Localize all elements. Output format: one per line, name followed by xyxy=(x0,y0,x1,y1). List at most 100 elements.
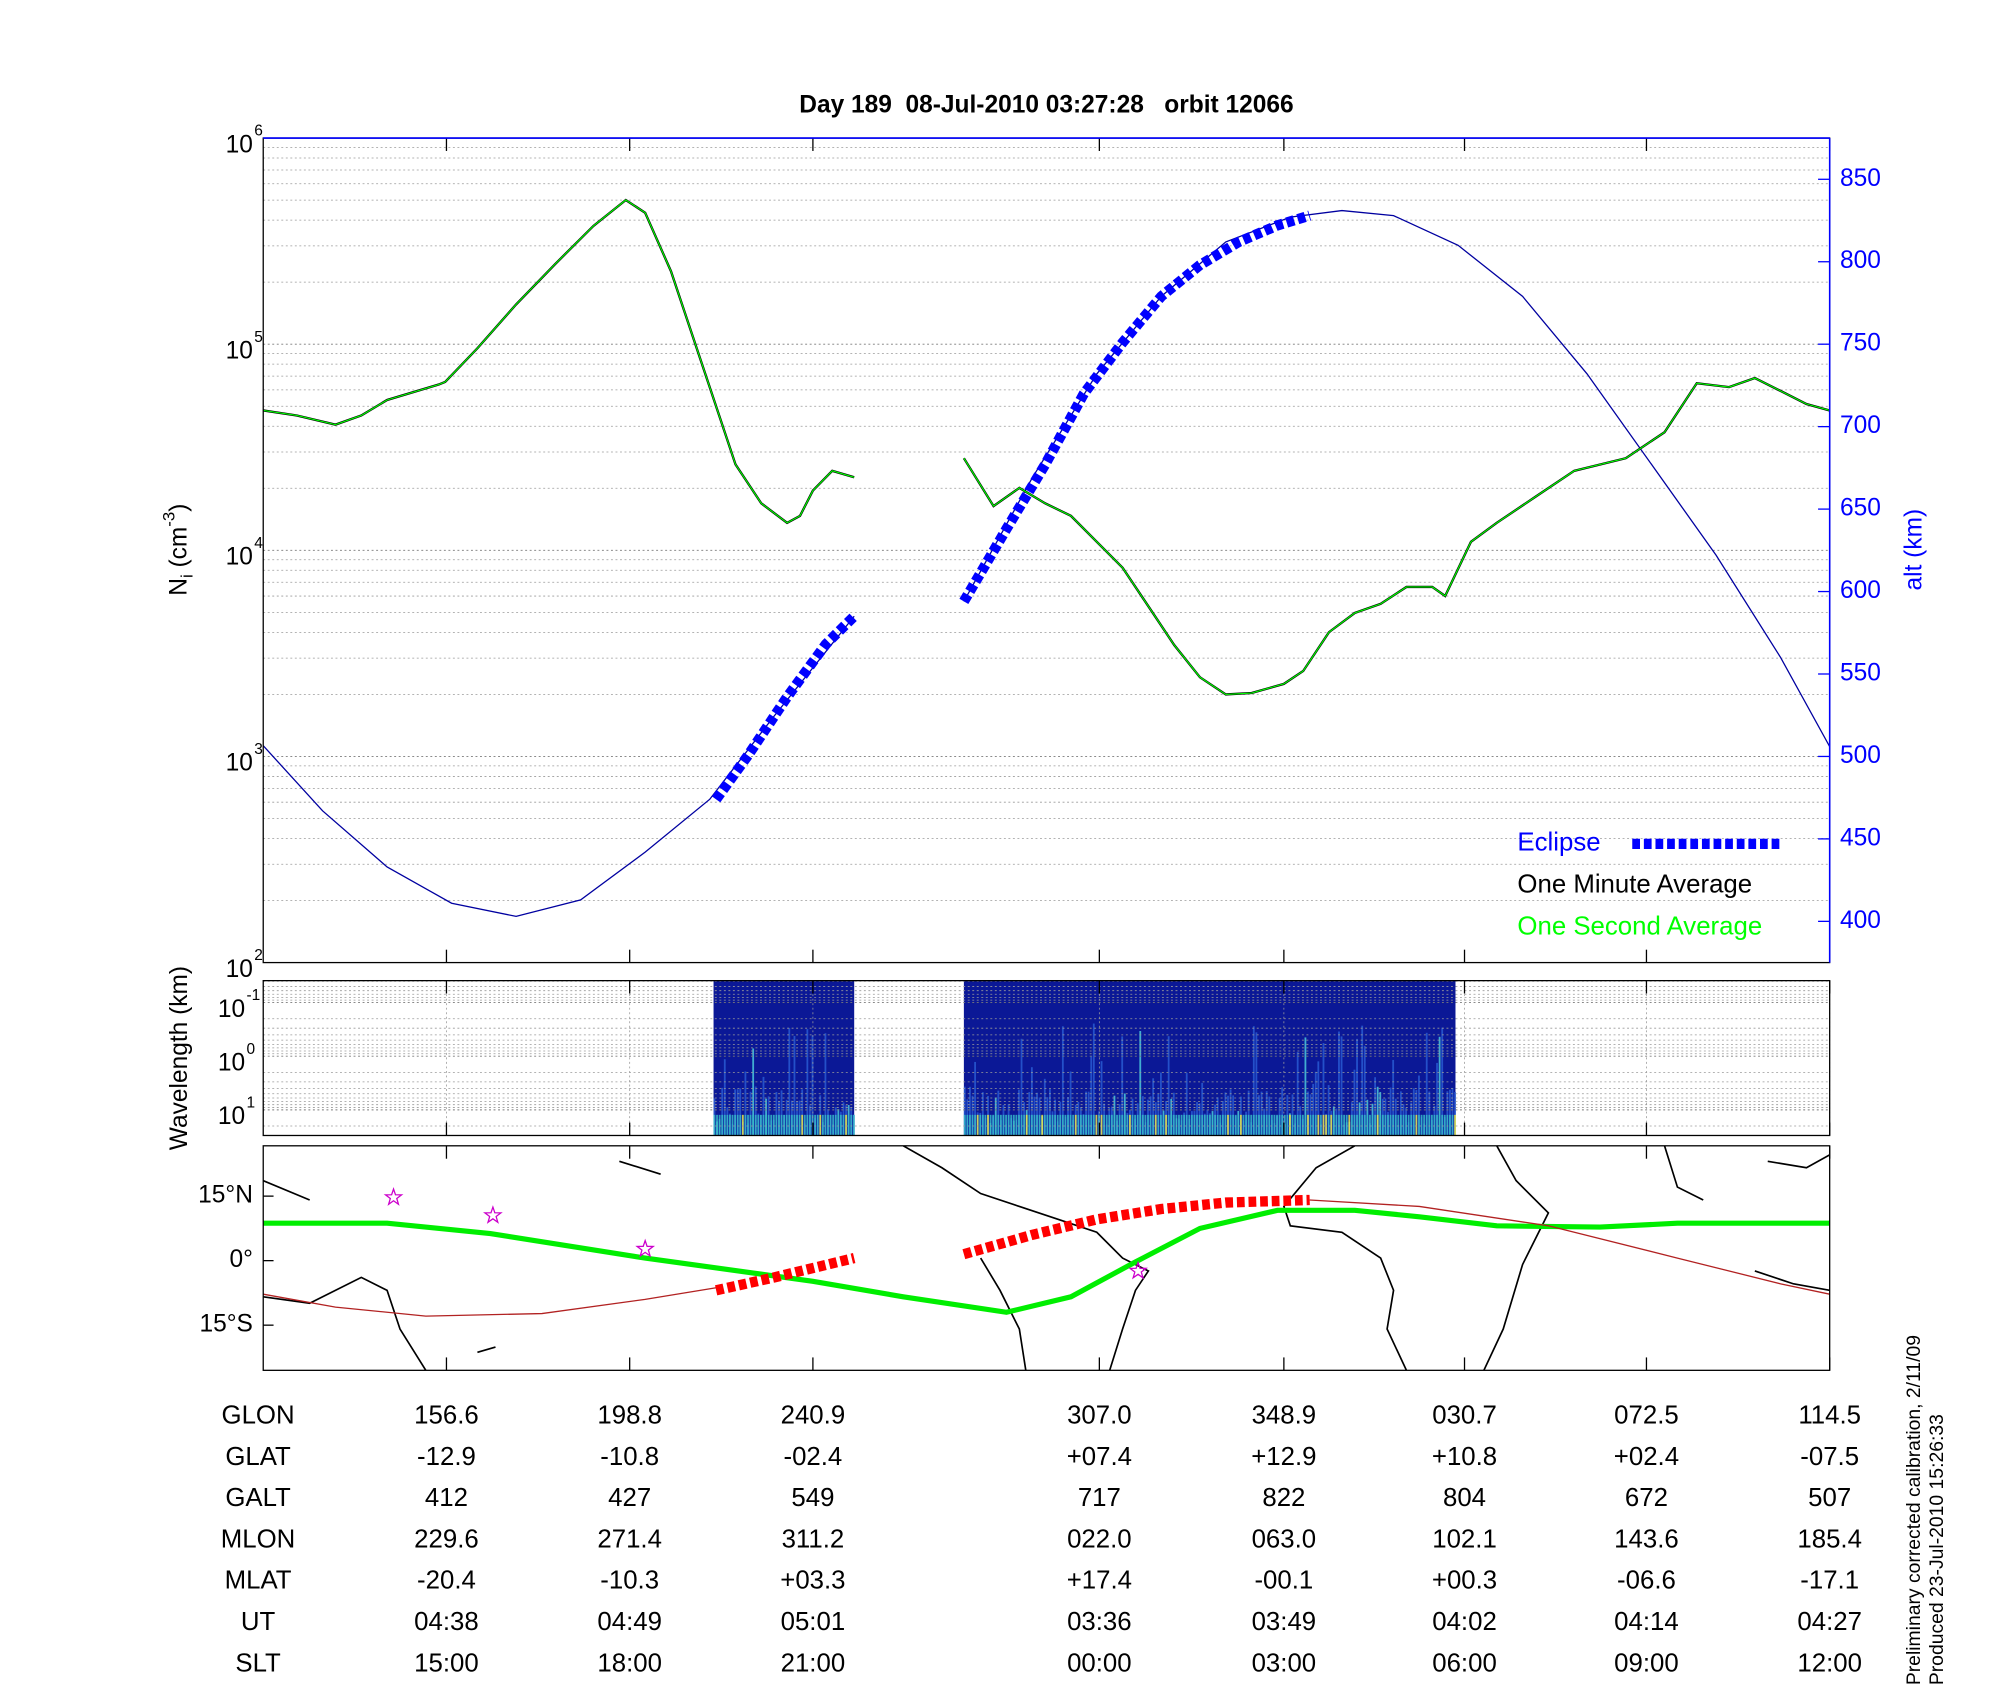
y-tick-label: 10 xyxy=(226,956,253,983)
spectrogram-stripe xyxy=(1415,1114,1418,1136)
spectrogram-stripe xyxy=(809,1114,811,1136)
star-marker xyxy=(635,1238,656,1258)
spectrogram-stripe xyxy=(734,1114,737,1136)
spectrogram-stripe xyxy=(1314,1071,1317,1136)
spectrogram-stripe xyxy=(790,1114,793,1136)
spectrogram-stripe xyxy=(1193,1114,1196,1136)
spectrogram-stripe xyxy=(1043,1114,1046,1136)
spectrogram-stripe xyxy=(1180,1114,1183,1136)
spectrogram-stripe xyxy=(1273,1114,1276,1136)
spectrogram-stripe xyxy=(1245,1114,1247,1136)
spectrogram-stripe xyxy=(1051,1114,1054,1136)
spectrogram-stripe xyxy=(1110,1114,1113,1136)
table-cell: 143.6 xyxy=(1614,1525,1679,1553)
table-cell: -00.1 xyxy=(1254,1567,1313,1595)
spectrogram-stripe xyxy=(1436,1062,1438,1136)
spectrogram-stripe xyxy=(1281,1087,1284,1136)
spectrogram-stripe xyxy=(1425,1032,1428,1136)
spectrogram-stripe xyxy=(762,1114,765,1136)
spectrogram-stripe xyxy=(1012,1114,1015,1136)
spectrogram-stripe xyxy=(1348,1114,1351,1136)
spectrogram-stripe xyxy=(1203,1114,1206,1136)
spectrogram-stripe xyxy=(1418,1114,1420,1136)
spectrogram-stripe xyxy=(747,1114,749,1136)
spectrogram-stripe xyxy=(1451,1114,1454,1136)
spectrogram-stripe xyxy=(847,1114,850,1136)
spectrogram-stripe xyxy=(1201,1082,1204,1136)
spectrogram-stripe xyxy=(1092,1114,1095,1136)
spectrogram-stripe xyxy=(1405,1114,1407,1136)
spectrogram-stripe xyxy=(1232,1114,1235,1136)
spectrogram-stripe xyxy=(976,1114,979,1136)
spectrogram-stripe xyxy=(1185,1114,1188,1136)
spectrogram-stripe xyxy=(1363,1045,1366,1136)
spectrogram-stripe xyxy=(1131,1114,1134,1136)
table-cell: 804 xyxy=(1443,1484,1486,1512)
spectrogram-stripe xyxy=(1296,1114,1299,1136)
coastlines xyxy=(263,1145,1830,1371)
spectrogram-stripe xyxy=(1103,1114,1106,1136)
spectrogram-stripe xyxy=(1418,1075,1420,1136)
spectrogram-stripe xyxy=(1090,1114,1093,1136)
spectrogram-stripe xyxy=(1320,1114,1322,1136)
spectrogram-stripe xyxy=(1123,1093,1126,1136)
table-cell: -20.4 xyxy=(417,1567,476,1595)
spectrogram-stripe xyxy=(1178,1114,1180,1136)
y-tick-label: 15°S xyxy=(200,1311,253,1338)
spectrogram-stripe xyxy=(1304,1114,1307,1136)
spectrogram-stripe xyxy=(1229,1114,1232,1136)
coastline xyxy=(1282,1145,1408,1371)
table-cell: -17.1 xyxy=(1800,1567,1859,1595)
spectrogram-stripe xyxy=(1430,1114,1433,1136)
orbit-track xyxy=(715,1194,1310,1296)
series-line xyxy=(263,199,1830,696)
spectrogram-stripe xyxy=(1325,1114,1327,1136)
spectrogram-stripe xyxy=(1327,1114,1330,1136)
spectrogram-stripe xyxy=(1276,1114,1278,1136)
table-cell: 348.9 xyxy=(1252,1402,1317,1430)
y-tick-exponent: -1 xyxy=(246,987,260,1004)
spectrogram-stripe xyxy=(729,1114,731,1136)
spectrogram-stripe xyxy=(1167,1036,1170,1136)
spectrogram-stripe xyxy=(762,1076,765,1136)
spectrogram-stripe xyxy=(1206,1114,1209,1136)
spectrogram-stripe xyxy=(1000,1114,1002,1136)
spectrogram-stripe xyxy=(1394,1114,1397,1136)
spectrogram-stripe xyxy=(1085,1114,1087,1136)
spectrogram-stripe xyxy=(1400,1114,1402,1136)
spectrogram-stripe xyxy=(1454,1114,1456,1136)
spectrogram-stripe xyxy=(1183,1114,1186,1136)
y2-tick-label: 600 xyxy=(1840,577,1881,604)
spectrogram-stripe xyxy=(1252,1114,1255,1136)
spectrogram-stripe xyxy=(744,1071,747,1136)
spectrogram-stripe xyxy=(1167,1114,1170,1136)
table-row-label: MLON xyxy=(221,1525,296,1553)
spectrogram-stripe xyxy=(1160,1072,1162,1136)
spectrogram-stripe xyxy=(1196,1114,1198,1136)
spectrogram-stripe xyxy=(1224,1114,1227,1136)
table-cell: +12.9 xyxy=(1251,1443,1316,1471)
spectrogram-stripe xyxy=(788,1114,791,1136)
table-cell: 05:01 xyxy=(781,1608,846,1636)
spectrogram-stripe xyxy=(1219,1114,1222,1136)
y-tick-exponent: 3 xyxy=(254,741,263,758)
spectrogram-stripe xyxy=(827,1114,829,1136)
spectrogram-stripe xyxy=(1301,1114,1304,1136)
spectrogram-stripe xyxy=(1134,1114,1136,1136)
spectrogram-stripe xyxy=(1240,1114,1242,1136)
spectrogram-stripe xyxy=(744,1114,747,1136)
spectrogram-stripe xyxy=(1291,1114,1294,1136)
spectrogram-stripe xyxy=(1286,1114,1289,1136)
spectrogram-stripe xyxy=(1123,1114,1126,1136)
spectrogram-stripe xyxy=(1392,1114,1395,1136)
spectrogram-stripe xyxy=(1227,1114,1229,1136)
spectrogram-stripe xyxy=(801,1114,804,1136)
spectrogram-stripe xyxy=(821,1114,824,1136)
spectrogram-stripe xyxy=(1149,1114,1152,1136)
table-cell: 307.0 xyxy=(1067,1402,1132,1430)
legend-label: Eclipse xyxy=(1517,829,1600,857)
spectrogram-stripe xyxy=(1250,1114,1253,1136)
spectrogram-stripe xyxy=(1381,1114,1384,1136)
